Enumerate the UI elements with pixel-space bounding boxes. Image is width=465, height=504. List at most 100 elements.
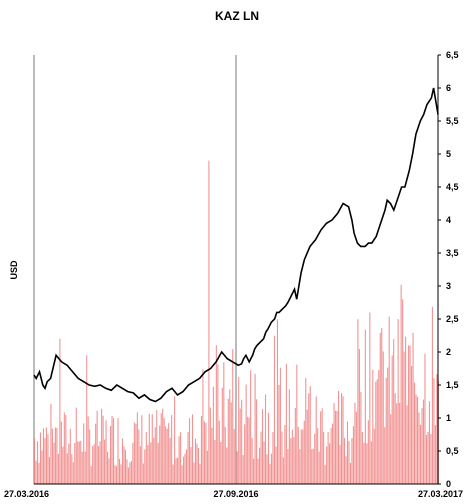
volume-bar [250,370,252,484]
volume-bar [101,408,103,484]
volume-bar [343,437,346,484]
volume-bar [433,378,435,484]
volume-bar [229,389,231,484]
volume-bar [96,410,98,484]
volume-bar [278,384,280,484]
volume-bar [281,431,283,484]
volume-bar [83,423,85,484]
y-tick-label: 1 [446,413,451,423]
volume-bar [390,414,392,484]
volume-bar [294,407,296,484]
volume-bar [299,449,301,484]
volume-bar [415,394,417,484]
y-tick-label: 5,5 [446,116,459,126]
volume-bar [284,425,286,484]
volume-bar [165,426,167,484]
volume-bar [360,392,362,484]
volume-bars [34,160,439,484]
volume-bar [358,349,360,484]
volume-bar [297,426,299,484]
chart-title: KAZ LN [215,9,259,23]
volume-bar [81,451,83,484]
y-tick-labels: 0 0,5 1 1,5 2 2,5 3 3,5 4 4,5 5 5,5 6 6,5 [438,50,459,489]
volume-bar [251,438,253,484]
volume-bar [138,429,140,484]
volume-bar [214,439,216,484]
volume-bar [272,431,274,484]
volume-bar [306,409,308,484]
volume-bar [175,458,177,484]
volume-bar [296,364,298,484]
volume-bar [185,449,188,484]
volume-bar [66,453,68,484]
volume-bar [367,420,369,484]
volume-bar [54,427,56,484]
volume-bar [136,412,138,484]
volume-bar [327,432,329,484]
volume-bar [247,416,249,484]
volume-bar [387,367,389,484]
volume-bar [388,316,390,484]
volume-bar [75,407,77,484]
volume-bar [194,438,197,484]
volume-bar [227,398,229,484]
volume-bar [92,446,94,484]
volume-bar [373,428,375,484]
volume-bar [69,428,71,484]
volume-bar [115,466,118,484]
volume-bar [107,451,109,484]
volume-bar [382,351,384,484]
volume-bar [196,443,198,484]
volume-bar [95,423,97,484]
volume-bar [59,338,61,484]
volume-bar [193,462,195,484]
volume-bar [39,432,42,484]
volume-bar [357,319,359,484]
volume-bar [226,447,228,484]
volume-bar [241,399,243,484]
volume-bar [342,396,344,484]
volume-bar [230,402,232,484]
volume-bar [416,396,419,484]
volume-bar [77,441,79,484]
volume-bar [244,424,246,484]
volume-bar [275,446,277,484]
volume-bar [436,374,438,484]
volume-bar [370,441,372,484]
volume-bar [425,435,428,484]
y-tick-label: 1,5 [446,380,459,390]
y-tick-label: 0 [446,479,451,489]
volume-bar [384,427,386,484]
y-tick-label: 4,5 [446,182,459,192]
volume-bar [267,412,270,484]
volume-bar [396,403,398,484]
volume-bar [114,465,116,484]
volume-bar [177,457,179,484]
volume-bar [293,437,295,484]
volume-bar [132,442,134,484]
volume-bar [236,451,238,484]
volume-bar [323,431,325,484]
volume-bar [253,458,255,484]
volume-bar [133,422,135,484]
volume-bar [147,445,149,484]
y-tick-label: 5 [446,149,451,159]
volume-bar [197,447,200,484]
volume-bar [238,376,240,484]
volume-bar [300,429,302,484]
volume-bar [239,408,241,484]
volume-bar [199,463,201,484]
volume-bar [434,425,436,484]
volume-bar [273,335,276,484]
volume-bar [385,377,387,484]
volume-bar [375,381,377,484]
volume-bar [339,444,341,484]
volume-bar [105,420,107,484]
volume-bar [184,453,186,484]
volume-bar [421,408,423,484]
volume-bar [108,458,110,484]
volume-bar [150,442,152,484]
volume-bar [148,413,150,484]
volume-bar [47,434,49,484]
volume-bar [320,411,322,484]
